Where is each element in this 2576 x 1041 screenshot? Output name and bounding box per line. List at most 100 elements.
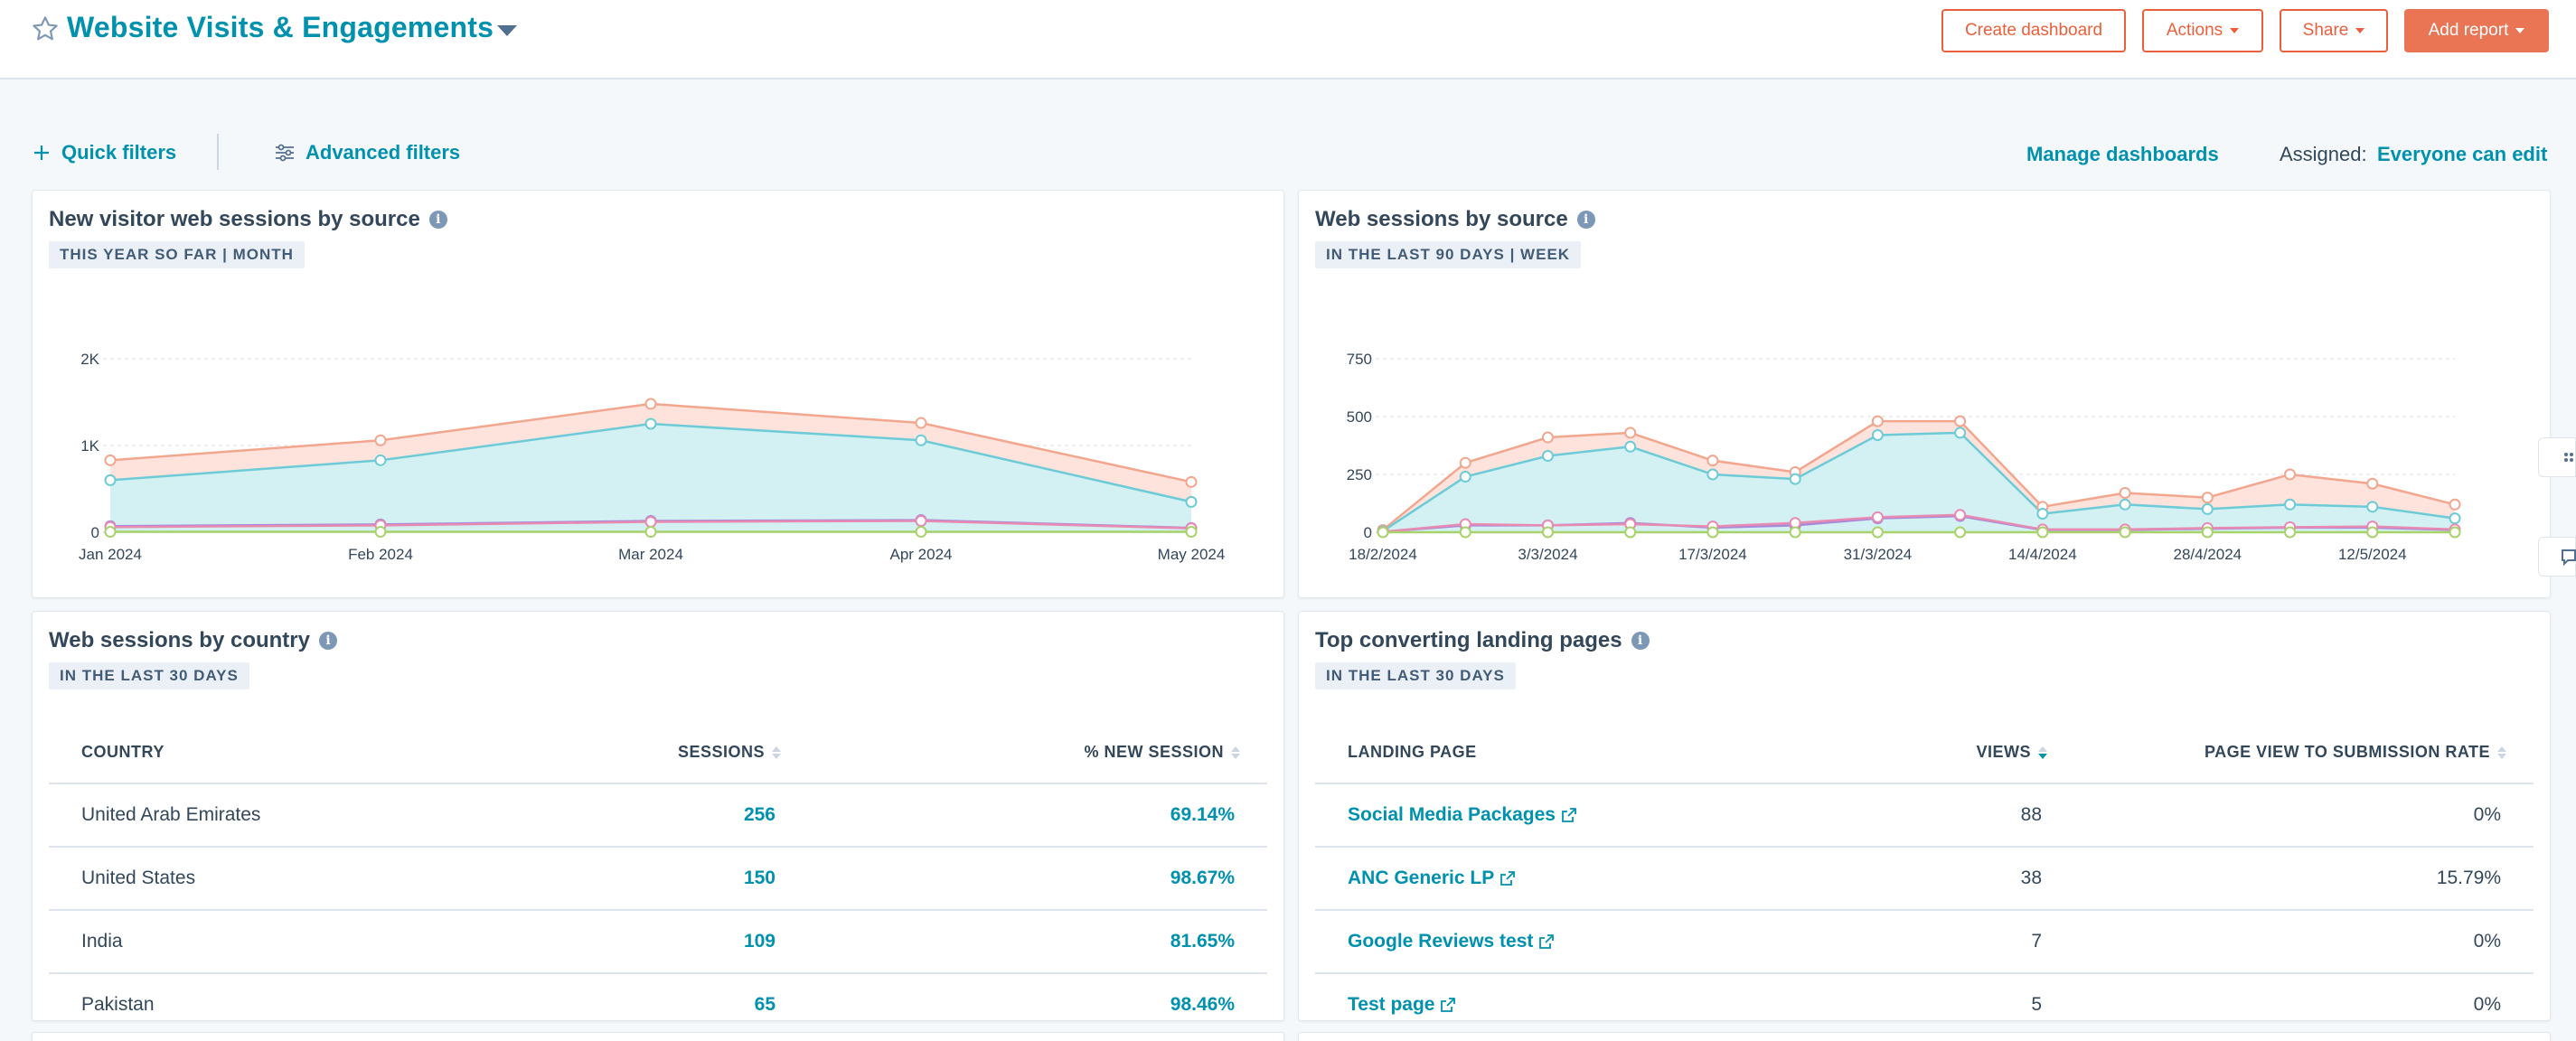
x-tick-label: 3/3/2024 <box>1518 546 1577 563</box>
column-header-new-session[interactable]: % NEW SESSION <box>808 722 1267 784</box>
data-point <box>1624 526 1637 539</box>
new-session-value[interactable]: 98.46% <box>808 973 1267 1020</box>
data-point <box>2119 498 2131 511</box>
external-link-icon <box>1562 808 1576 823</box>
data-point <box>2201 526 2214 539</box>
table-row: ANC Generic LP 38 15.79% <box>1315 847 2534 911</box>
data-point <box>1377 526 1389 539</box>
x-tick-label: 14/4/2024 <box>2008 546 2077 563</box>
info-icon[interactable]: i <box>1576 211 1595 229</box>
y-tick-label: 1K <box>80 437 99 455</box>
assigned-value-link[interactable]: Everyone can edit <box>2377 143 2548 165</box>
date-range-badge: IN THE LAST 90 DAYS | WEEK <box>1315 241 1582 268</box>
create-dashboard-button[interactable]: Create dashboard <box>1941 9 2126 52</box>
info-icon[interactable]: i <box>1631 632 1650 650</box>
date-range-badge: THIS YEAR SO FAR | MONTH <box>49 241 305 268</box>
sessions-value[interactable]: 109 <box>501 910 808 974</box>
date-range-badge: IN THE LAST 30 DAYS <box>1315 662 1516 689</box>
page-title: Website Visits & Engagements <box>67 11 494 43</box>
column-header-views[interactable]: VIEWS <box>1767 722 2074 784</box>
series-line <box>1382 431 2456 532</box>
data-point <box>1871 415 1884 427</box>
submission-rate-value: 0% <box>2074 973 2534 1020</box>
data-point <box>1185 475 1198 488</box>
sessions-value[interactable]: 65 <box>501 973 808 1020</box>
y-tick-label: 2K <box>80 351 99 368</box>
create-dashboard-label: Create dashboard <box>1964 21 2103 40</box>
info-icon[interactable]: i <box>318 632 337 650</box>
external-link-icon <box>1539 934 1555 950</box>
new-session-value[interactable]: 81.65% <box>808 910 1267 974</box>
assigned-label: Assigned: <box>2280 143 2367 165</box>
table-row: Test page 5 0% <box>1315 973 2534 1020</box>
column-header-submission-rate[interactable]: PAGE VIEW TO SUBMISSION RATE <box>2074 722 2534 784</box>
data-point <box>1541 526 1554 539</box>
data-point <box>1954 526 1967 539</box>
series-area <box>110 424 1191 532</box>
card-title-text: Web sessions by source <box>1315 207 1568 231</box>
y-tick-label: 500 <box>1347 408 1372 426</box>
data-point <box>104 474 117 486</box>
data-point <box>374 434 387 446</box>
data-point <box>915 515 927 528</box>
data-point <box>1459 526 1471 539</box>
x-tick-label: Jan 2024 <box>79 546 142 563</box>
sessions-value[interactable]: 150 <box>501 847 808 911</box>
data-point <box>1706 455 1719 467</box>
chevron-down-icon[interactable] <box>495 23 519 38</box>
submission-rate-value: 0% <box>2074 910 2534 974</box>
data-point <box>1624 427 1637 439</box>
data-point <box>104 526 117 539</box>
actions-label: Actions <box>2166 21 2223 40</box>
data-point <box>644 398 657 410</box>
card-title: Web sessions by country i <box>49 628 337 653</box>
data-point <box>2201 492 2214 504</box>
sessions-value[interactable]: 256 <box>501 783 808 848</box>
data-point <box>2284 526 2297 539</box>
data-point <box>2036 526 2049 539</box>
actions-button[interactable]: Actions <box>2142 9 2263 52</box>
plus-icon <box>34 145 49 160</box>
caret-down-icon <box>2355 28 2365 33</box>
landing-page-link[interactable]: ANC Generic LP <box>1348 868 1495 888</box>
new-visitor-chart: 0 1K 2K Jan 2024 Feb 2024 Mar 2024 Apr 2024 May… <box>79 351 1225 563</box>
add-report-button[interactable]: Add report <box>2404 9 2549 52</box>
sessions-by-country-card: Web sessions by country i IN THE LAST 30… <box>32 611 1284 1021</box>
side-panel-tab[interactable] <box>2538 537 2576 577</box>
y-tick-label: 250 <box>1347 466 1372 483</box>
info-icon[interactable]: i <box>428 211 447 229</box>
star-icon[interactable] <box>31 14 60 43</box>
data-point <box>1459 471 1471 483</box>
x-tick-label: 17/3/2024 <box>1678 546 1747 563</box>
card-title-text: Web sessions by country <box>49 628 310 652</box>
share-button[interactable]: Share <box>2280 9 2388 52</box>
advanced-filters-button[interactable]: Advanced filters <box>275 141 460 164</box>
data-point <box>1871 511 1884 523</box>
card-title-text: New visitor web sessions by source <box>49 207 420 231</box>
new-session-value[interactable]: 69.14% <box>808 783 1267 848</box>
x-tick-label: 31/3/2024 <box>1844 546 1913 563</box>
data-point <box>644 515 657 528</box>
date-range-badge: IN THE LAST 30 DAYS <box>49 662 249 689</box>
y-tick-label: 0 <box>1364 524 1372 541</box>
landing-page-link[interactable]: Google Reviews test <box>1348 931 1534 952</box>
table-row: United Arab Emirates 256 69.14% <box>49 783 1267 848</box>
side-panel-tab[interactable] <box>2538 437 2576 477</box>
quick-filters-button[interactable]: Quick filters <box>33 141 176 164</box>
column-header-country: COUNTRY <box>49 722 501 784</box>
landing-pages-table: LANDING PAGE VIEWS PAGE VIEW TO SUBMISSI… <box>1315 722 2534 1020</box>
card-title: Web sessions by source i <box>1315 207 1595 232</box>
landing-page-link[interactable]: Social Media Packages <box>1348 804 1556 825</box>
data-point <box>2284 498 2297 511</box>
data-point <box>2201 502 2214 515</box>
card-title: New visitor web sessions by source i <box>49 207 447 232</box>
share-label: Share <box>2302 21 2349 40</box>
table-row: Google Reviews test 7 0% <box>1315 910 2534 974</box>
data-point <box>1185 495 1198 508</box>
landing-page-link[interactable]: Test page <box>1348 994 1435 1015</box>
new-session-value[interactable]: 98.67% <box>808 847 1267 911</box>
manage-dashboards-link[interactable]: Manage dashboards <box>2026 143 2219 165</box>
data-point <box>1954 415 1967 427</box>
card-title-text: Top converting landing pages <box>1315 628 1622 652</box>
column-header-sessions[interactable]: SESSIONS <box>501 722 808 784</box>
